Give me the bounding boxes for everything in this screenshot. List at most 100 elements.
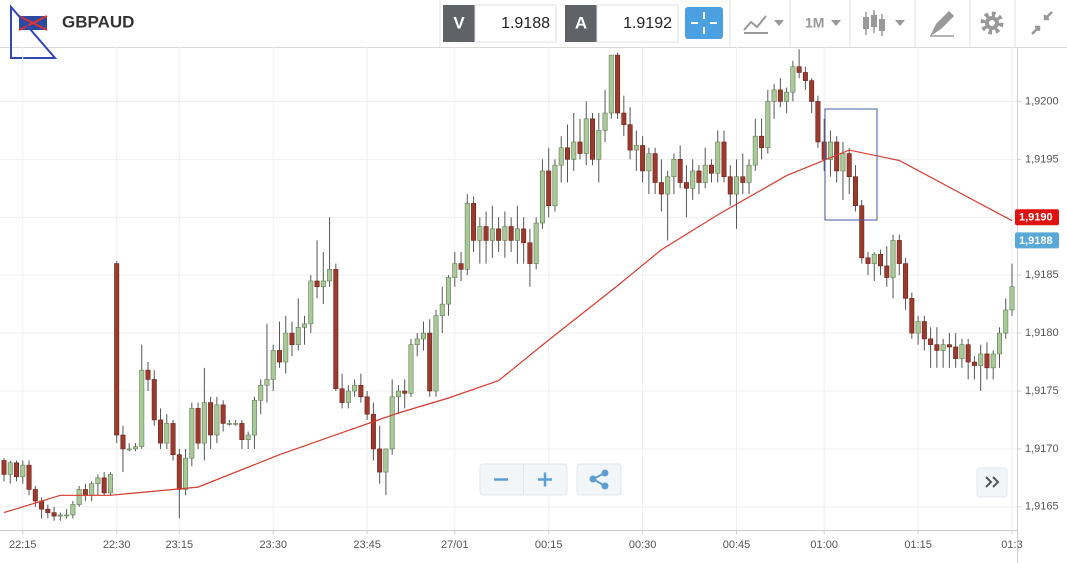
candle-body	[446, 277, 452, 305]
timeframe-button[interactable]: 1M	[805, 15, 841, 31]
crosshair-button[interactable]	[685, 7, 723, 39]
buy-badge[interactable]	[565, 5, 597, 42]
candle-body	[32, 489, 38, 502]
gear-teeth	[980, 11, 1004, 35]
candle-body	[95, 477, 101, 484]
candle-body	[352, 384, 358, 392]
candle-body	[139, 369, 145, 447]
candle-body	[64, 514, 70, 517]
candle-body	[846, 153, 852, 178]
candle-body	[39, 500, 45, 510]
candle-body	[752, 135, 758, 166]
candle-body	[170, 423, 176, 456]
candle-body	[527, 242, 533, 264]
candle-body	[45, 508, 51, 513]
candle-body	[658, 182, 664, 195]
candle-body	[771, 89, 777, 102]
candles-icon-body	[871, 15, 877, 27]
candle-body	[583, 118, 589, 154]
candle-body	[865, 257, 871, 264]
candle-body	[621, 112, 627, 125]
candle-body	[1, 460, 7, 475]
candle-body	[164, 423, 170, 444]
candle-body	[333, 269, 339, 389]
candle-body	[928, 338, 934, 345]
candle-body	[258, 384, 264, 401]
candle-body	[483, 226, 489, 241]
candle-body	[427, 332, 433, 392]
candle-body	[302, 323, 308, 328]
candle-body	[984, 353, 990, 369]
candle-body	[878, 254, 884, 267]
candle-body	[364, 396, 370, 415]
candle-body	[827, 141, 833, 160]
candle-body	[671, 159, 677, 178]
candles-icon-body	[863, 17, 869, 29]
candle-body	[721, 141, 727, 178]
candle-body	[652, 153, 658, 183]
candle-body	[389, 396, 395, 450]
candle-body	[82, 489, 88, 496]
candle-body	[734, 176, 740, 195]
buy-field[interactable]	[596, 4, 679, 43]
toolbar: GBPAUD V 1.9188 A 1.9192 1M	[0, 0, 1067, 59]
candle-body	[51, 512, 57, 517]
candle-body	[7, 462, 13, 475]
candle-body	[26, 464, 32, 490]
sell-label: V	[453, 13, 465, 32]
candle-body	[796, 66, 802, 73]
chart-type-button[interactable]	[743, 15, 784, 34]
share-button[interactable]	[576, 463, 622, 496]
candle-body	[627, 124, 633, 151]
candle-body	[946, 344, 952, 348]
caret	[831, 20, 841, 26]
x-tick-label: 23:45	[353, 539, 381, 551]
sell-badge[interactable]	[443, 5, 475, 42]
crosshair-icon	[691, 12, 717, 34]
candle-body	[327, 269, 333, 282]
candle-body	[802, 72, 808, 81]
candle-body	[577, 141, 583, 154]
y-tick-label: 1,9175	[1025, 385, 1059, 397]
candle-body	[909, 298, 915, 334]
x-tick-label: 00:30	[629, 539, 657, 551]
price-tag	[1015, 232, 1059, 249]
price-tag-label: 1,9190	[1019, 212, 1053, 224]
candle-body	[402, 390, 408, 394]
candle-body	[765, 101, 771, 149]
share-icon-dot	[589, 475, 597, 483]
candle-body	[521, 228, 527, 244]
sell-field[interactable]	[474, 4, 557, 43]
candle-body	[502, 226, 508, 241]
candle-style-button[interactable]	[863, 10, 905, 36]
candle-body	[76, 489, 82, 505]
settings-button[interactable]	[980, 11, 1004, 35]
y-tick-label: 1,9165	[1025, 501, 1059, 513]
zoom-in-button[interactable]	[538, 472, 552, 487]
collapse-button[interactable]	[1031, 11, 1053, 35]
candle-body	[1003, 309, 1009, 334]
draw-button[interactable]	[930, 10, 955, 37]
candle-body	[158, 419, 164, 444]
candle-body	[953, 346, 959, 359]
candle-body	[727, 176, 733, 195]
candle-body	[70, 504, 76, 516]
y-tick-label: 1,9170	[1025, 443, 1059, 455]
candle-body	[571, 141, 577, 160]
candle-body	[777, 89, 783, 102]
candle-body	[295, 327, 301, 345]
candle-body	[189, 408, 195, 459]
candle-body	[20, 464, 26, 478]
candle-body	[151, 379, 157, 421]
candle-body	[308, 280, 314, 325]
scroll-end-button[interactable]	[976, 467, 1008, 498]
x-tick-label: 00:45	[723, 539, 751, 551]
candle-body	[533, 222, 539, 264]
candle-body	[546, 170, 552, 206]
candle-body	[183, 457, 189, 490]
candle-body	[884, 265, 890, 278]
caret	[895, 20, 905, 26]
candle-body	[640, 145, 646, 172]
